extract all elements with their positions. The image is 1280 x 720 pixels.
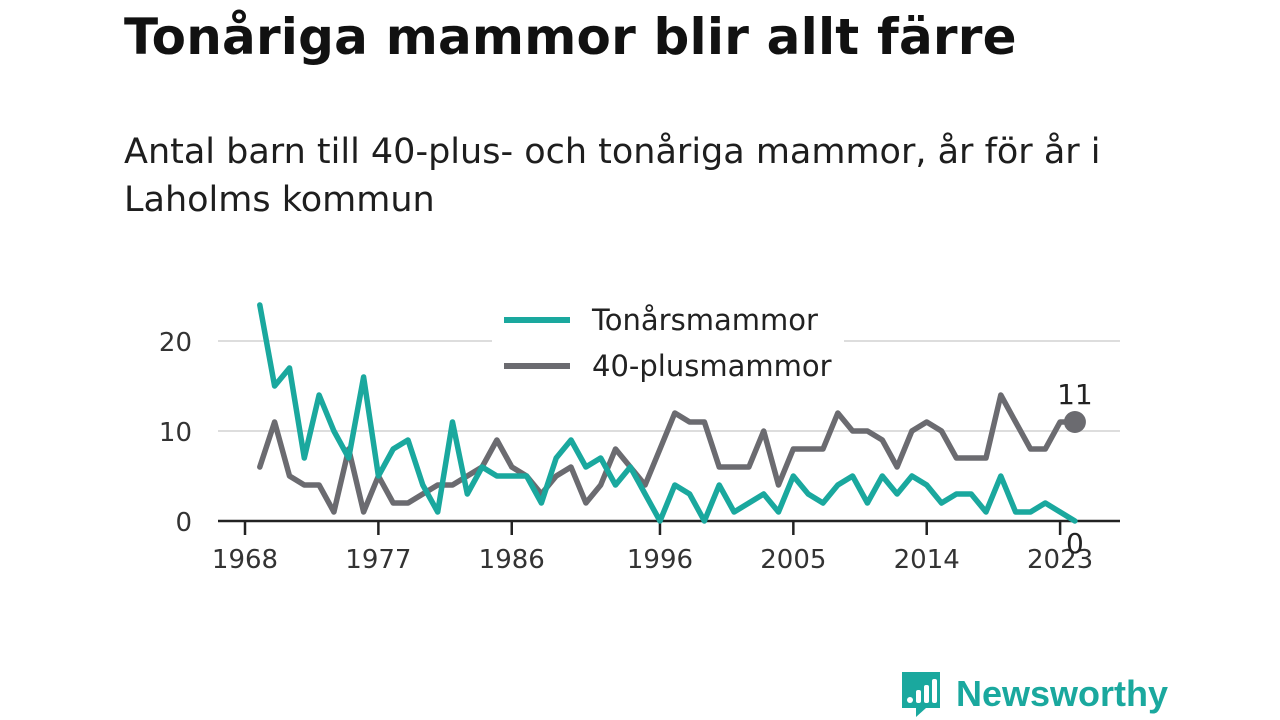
legend-label: Tonårsmammor [591, 303, 818, 337]
legend-label: 40-plusmammor [592, 349, 832, 383]
x-tick-label: 1996 [627, 545, 693, 575]
chart-title: Tonåriga mammor blir allt färre [124, 8, 1017, 66]
y-tick-label: 10 [159, 418, 192, 448]
x-tick-label: 2014 [894, 545, 960, 575]
y-tick-label: 0 [175, 508, 192, 538]
end-label-plusmammor: 11 [1057, 378, 1093, 411]
y-tick-label: 20 [159, 328, 192, 358]
newsworthy-logo: Newsworthy [900, 670, 1168, 718]
end-label-tonarsmammor: 0 [1066, 527, 1084, 560]
x-tick-label: 1968 [212, 545, 278, 575]
end-point-marker [1063, 411, 1086, 433]
legend-box [492, 300, 844, 392]
x-tick-label: 1986 [479, 545, 545, 575]
series-line-plusmammor [257, 392, 1078, 515]
bar-chart-icon [902, 672, 940, 717]
x-tick-label: 2005 [760, 545, 826, 575]
x-tick-label: 2023 [1027, 545, 1093, 575]
chart-subtitle: Antal barn till 40-plus- och tonåriga ma… [124, 132, 1101, 220]
x-tick-label: 1977 [345, 545, 411, 575]
series-line-tonarsmammor [257, 302, 1078, 524]
brand-name: Newsworthy [956, 673, 1169, 714]
